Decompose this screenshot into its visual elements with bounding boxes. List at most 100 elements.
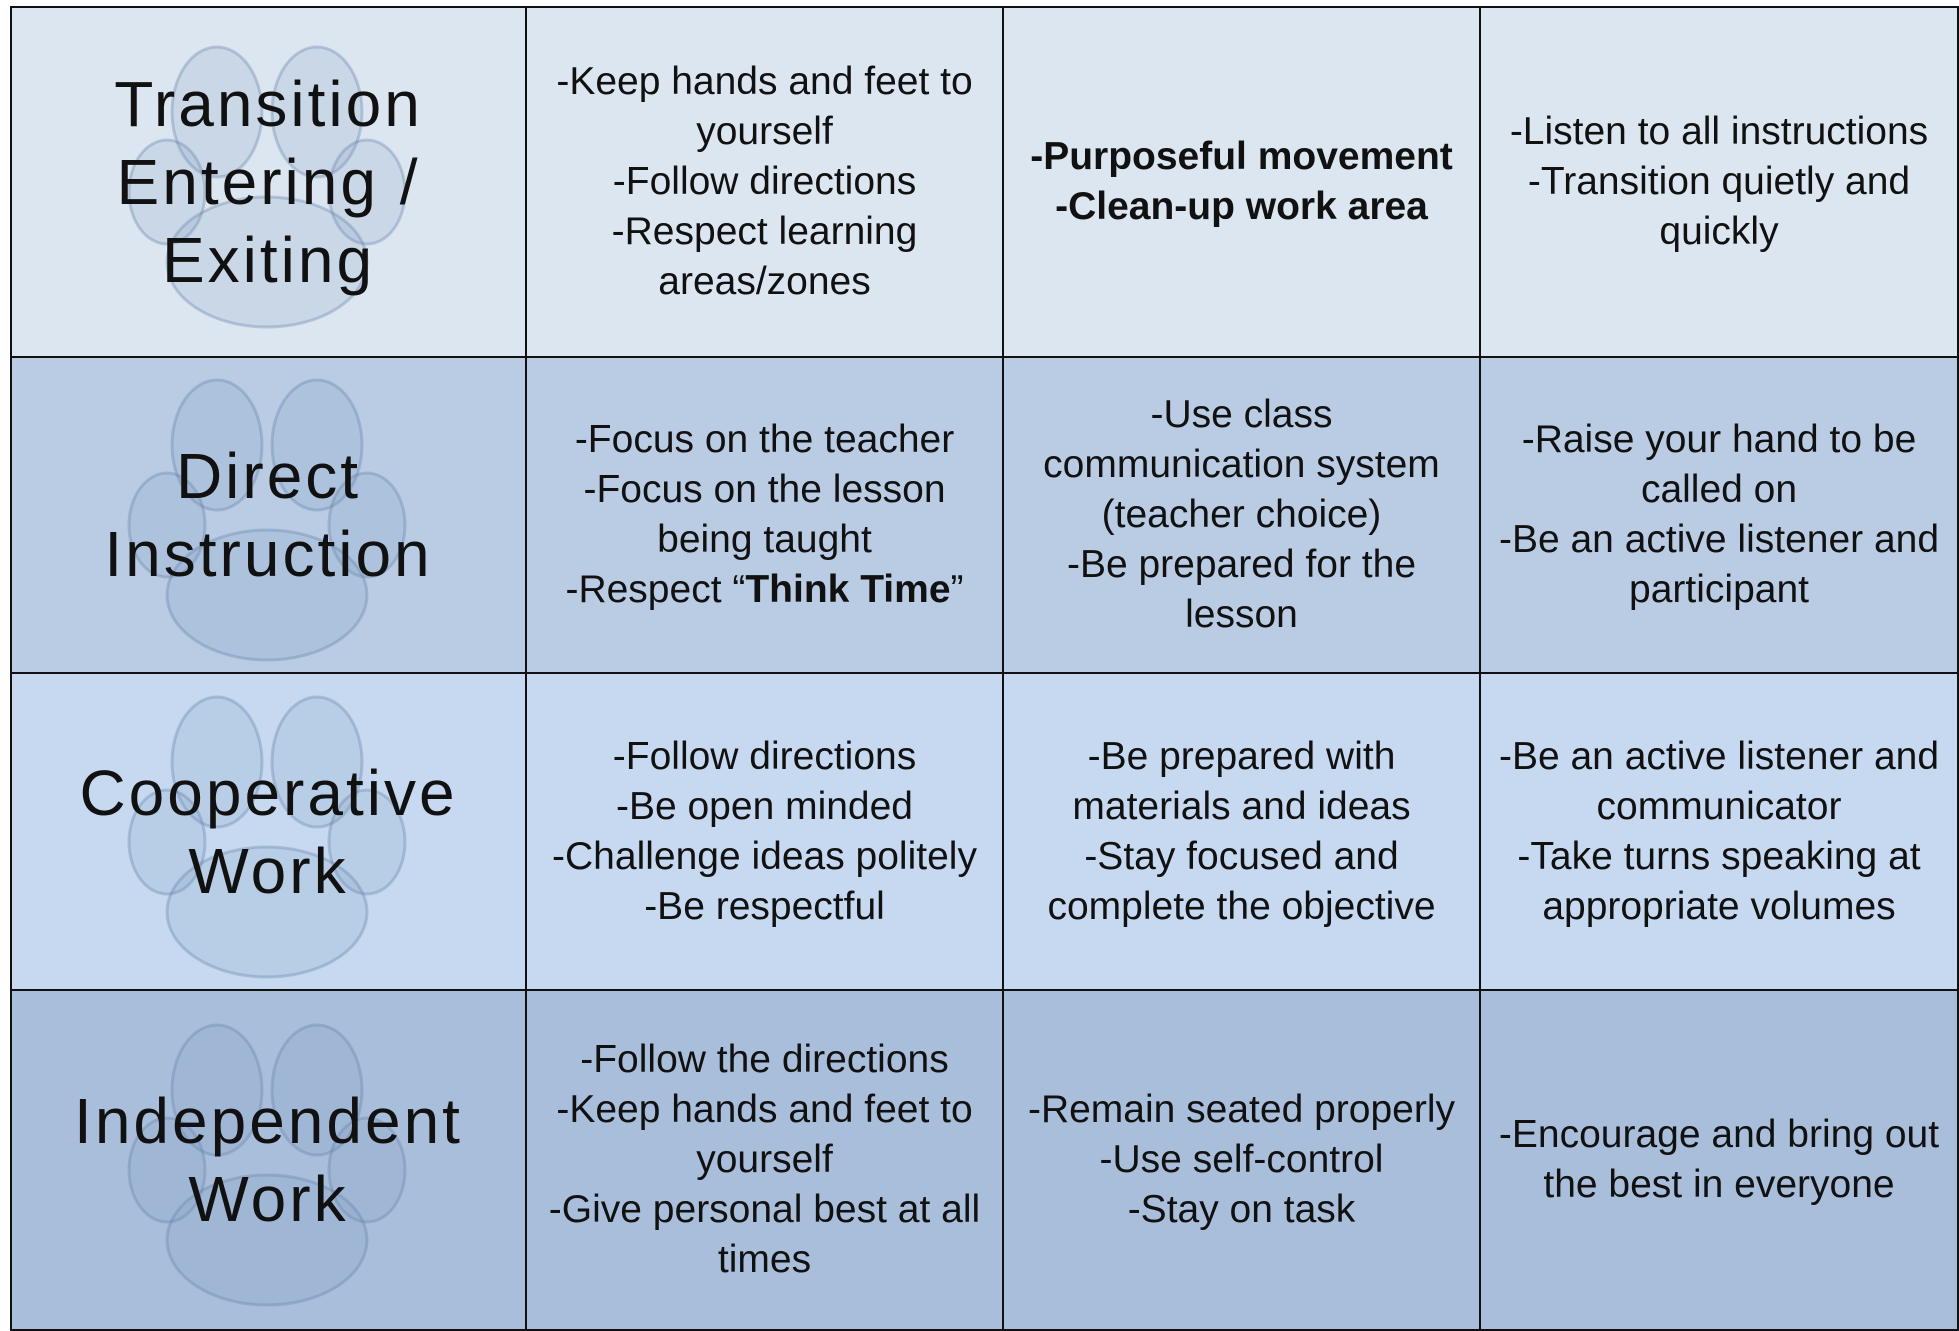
expectation-text: -Listen to all instructions bbox=[1509, 110, 1929, 153]
table-row: Cooperative Work -Follow directions -Be ope… bbox=[10, 672, 1959, 991]
expectation-item: -Be open minded bbox=[541, 782, 988, 832]
expectation-cell: -Encourage and bring out the best in eve… bbox=[1479, 989, 1959, 1331]
expectation-item: -Focus on the lesson being taught bbox=[541, 465, 988, 565]
paw-pad bbox=[127, 138, 207, 246]
expectation-text: -Give personal best at all times bbox=[548, 1188, 981, 1281]
expectation-item: -Keep hands and feet to yourself bbox=[541, 1085, 988, 1185]
expectation-item: -Follow directions bbox=[541, 157, 988, 207]
expectation-text: -Take turns speaking at appropriate volu… bbox=[1517, 834, 1921, 928]
expectation-cell: -Use class communication system (teacher… bbox=[1002, 356, 1481, 674]
expectation-text: -Clean-up work area bbox=[1055, 185, 1428, 228]
paw-icon bbox=[127, 1023, 407, 1307]
expectation-cell: -Focus on the teacher -Focus on the lesso… bbox=[525, 356, 1004, 674]
expectation-item: -Be respectful bbox=[541, 882, 988, 932]
paw-pad bbox=[327, 138, 407, 246]
expectation-cell: -Keep hands and feet to yourself -Follow … bbox=[525, 6, 1004, 358]
expectation-cell: -Be an active listener and communicator -… bbox=[1479, 672, 1959, 991]
expectation-item: -Respect “Think Time” bbox=[541, 565, 988, 615]
row-header-line: Transition bbox=[114, 68, 423, 140]
expectation-cell: -Listen to all instructions -Transition q… bbox=[1479, 6, 1959, 358]
expectation-cell: -Remain seated properly -Use self-control… bbox=[1002, 989, 1481, 1331]
paw-pad bbox=[270, 45, 364, 179]
paw-icon bbox=[127, 45, 407, 329]
row-header-line: Work bbox=[188, 1163, 349, 1235]
expectation-cell: -Raise your hand to be called on -Be an a… bbox=[1479, 356, 1959, 674]
expectation-text: -Respect “ bbox=[565, 568, 746, 611]
paw-pad bbox=[170, 1023, 264, 1157]
expectation-item: -Be prepared for the lesson bbox=[1018, 540, 1465, 640]
row-header-line: Direct bbox=[175, 440, 362, 512]
expectation-text: -Stay on task bbox=[1127, 1188, 1356, 1231]
paw-pad bbox=[270, 1023, 364, 1157]
expectation-item: -Follow directions bbox=[541, 732, 988, 782]
expectation-item: -Take turns speaking at appropriate volu… bbox=[1495, 832, 1943, 932]
paw-pad bbox=[165, 195, 369, 329]
expectation-item: -Keep hands and feet to yourself bbox=[541, 57, 988, 157]
expectation-item: -Be an active listener and participant bbox=[1495, 515, 1943, 615]
paw-pad bbox=[165, 1173, 369, 1307]
expectation-text: -Use class communication system (teacher… bbox=[1043, 393, 1440, 536]
expectation-text: -Focus on the teacher bbox=[574, 418, 955, 461]
paw-icon bbox=[127, 378, 407, 662]
paw-pad bbox=[165, 845, 369, 978]
expectation-item: -Clean-up work area bbox=[1018, 182, 1465, 232]
expectation-cell: -Be prepared with materials and ideas -St… bbox=[1002, 672, 1481, 991]
expectation-text: -Be respectful bbox=[644, 884, 885, 928]
row-header-line: Cooperative bbox=[79, 756, 458, 829]
expectation-item: -Be an active listener and communicator bbox=[1495, 732, 1943, 832]
row-header-line: Entering / bbox=[116, 146, 421, 218]
expectation-item: -Be prepared with materials and ideas bbox=[1018, 732, 1465, 832]
table-row: Transition Entering / Exiting -Keep hands a… bbox=[10, 6, 1959, 358]
expectation-item: -Encourage and bring out the best in eve… bbox=[1495, 1110, 1943, 1210]
expectation-cell: -Purposeful movement -Clean-up work area bbox=[1002, 6, 1481, 358]
expectation-text: ” bbox=[950, 568, 964, 611]
expectation-item: -Raise your hand to be called on bbox=[1495, 415, 1943, 515]
expectation-text: -Stay focused and complete the objective bbox=[1047, 834, 1436, 928]
expectation-item: -Stay on task bbox=[1018, 1185, 1465, 1235]
expectation-item: -Challenge ideas politely bbox=[541, 832, 988, 882]
paw-pad bbox=[270, 695, 364, 828]
expectation-text: -Keep hands and feet to yourself bbox=[556, 60, 973, 153]
expectation-text: -Purposeful movement bbox=[1030, 135, 1453, 178]
row-header-text: Direct Instruction bbox=[12, 437, 525, 593]
expectation-item: -Transition quietly and quickly bbox=[1495, 157, 1943, 257]
table-row: Independent Work -Follow the directions -Ke… bbox=[10, 989, 1959, 1331]
expectation-cell: -Follow directions -Be open minded -Challe… bbox=[525, 672, 1004, 991]
table-row: Direct Instruction -Focus on the teacher -F… bbox=[10, 356, 1959, 674]
expectation-text: -Transition quietly and quickly bbox=[1527, 160, 1911, 253]
row-header-text: Cooperative Work bbox=[12, 754, 525, 910]
expectation-text: -Be prepared with materials and ideas bbox=[1072, 734, 1411, 828]
row-header: Independent Work bbox=[10, 989, 527, 1331]
row-header: Cooperative Work bbox=[10, 672, 527, 991]
paw-pad bbox=[270, 378, 364, 512]
expectation-item: -Purposeful movement bbox=[1018, 132, 1465, 182]
row-header-text: Transition Entering / Exiting bbox=[12, 65, 525, 299]
expectation-text: -Remain seated properly bbox=[1027, 1088, 1456, 1131]
row-header-line: Independent bbox=[74, 1085, 463, 1157]
table-body: Transition Entering / Exiting -Keep hands a… bbox=[10, 6, 1959, 1331]
paw-pad bbox=[327, 1116, 407, 1224]
expectation-text: -Follow directions bbox=[612, 160, 917, 203]
paw-pad bbox=[170, 378, 264, 512]
expectation-item: -Stay focused and complete the objective bbox=[1018, 832, 1465, 932]
expectation-text: -Respect learning areas/zones bbox=[611, 210, 918, 303]
expectation-text: -Follow directions bbox=[612, 734, 917, 778]
expectation-text: -Be prepared for the lesson bbox=[1066, 543, 1417, 636]
expectation-item: -Follow the directions bbox=[541, 1035, 988, 1085]
expectation-item: -Listen to all instructions bbox=[1495, 107, 1943, 157]
row-header-line: Exiting bbox=[161, 224, 376, 296]
expectation-text: -Be open minded bbox=[615, 784, 914, 828]
expectation-item: -Respect learning areas/zones bbox=[541, 207, 988, 307]
expectation-text: -Encourage and bring out the best in eve… bbox=[1498, 1113, 1940, 1206]
expectation-text: -Focus on the lesson being taught bbox=[583, 468, 946, 561]
expectation-text: -Challenge ideas politely bbox=[552, 834, 977, 878]
expectation-item: -Use class communication system (teacher… bbox=[1018, 390, 1465, 540]
expectation-text: -Raise your hand to be called on bbox=[1521, 418, 1917, 511]
expectation-text: -Follow the directions bbox=[580, 1038, 949, 1081]
row-header-line: Instruction bbox=[104, 518, 433, 590]
paw-pad bbox=[170, 695, 264, 828]
row-header-text: Independent Work bbox=[12, 1082, 525, 1238]
expectation-text: -Keep hands and feet to yourself bbox=[556, 1088, 973, 1181]
row-header: Transition Entering / Exiting bbox=[10, 6, 527, 358]
